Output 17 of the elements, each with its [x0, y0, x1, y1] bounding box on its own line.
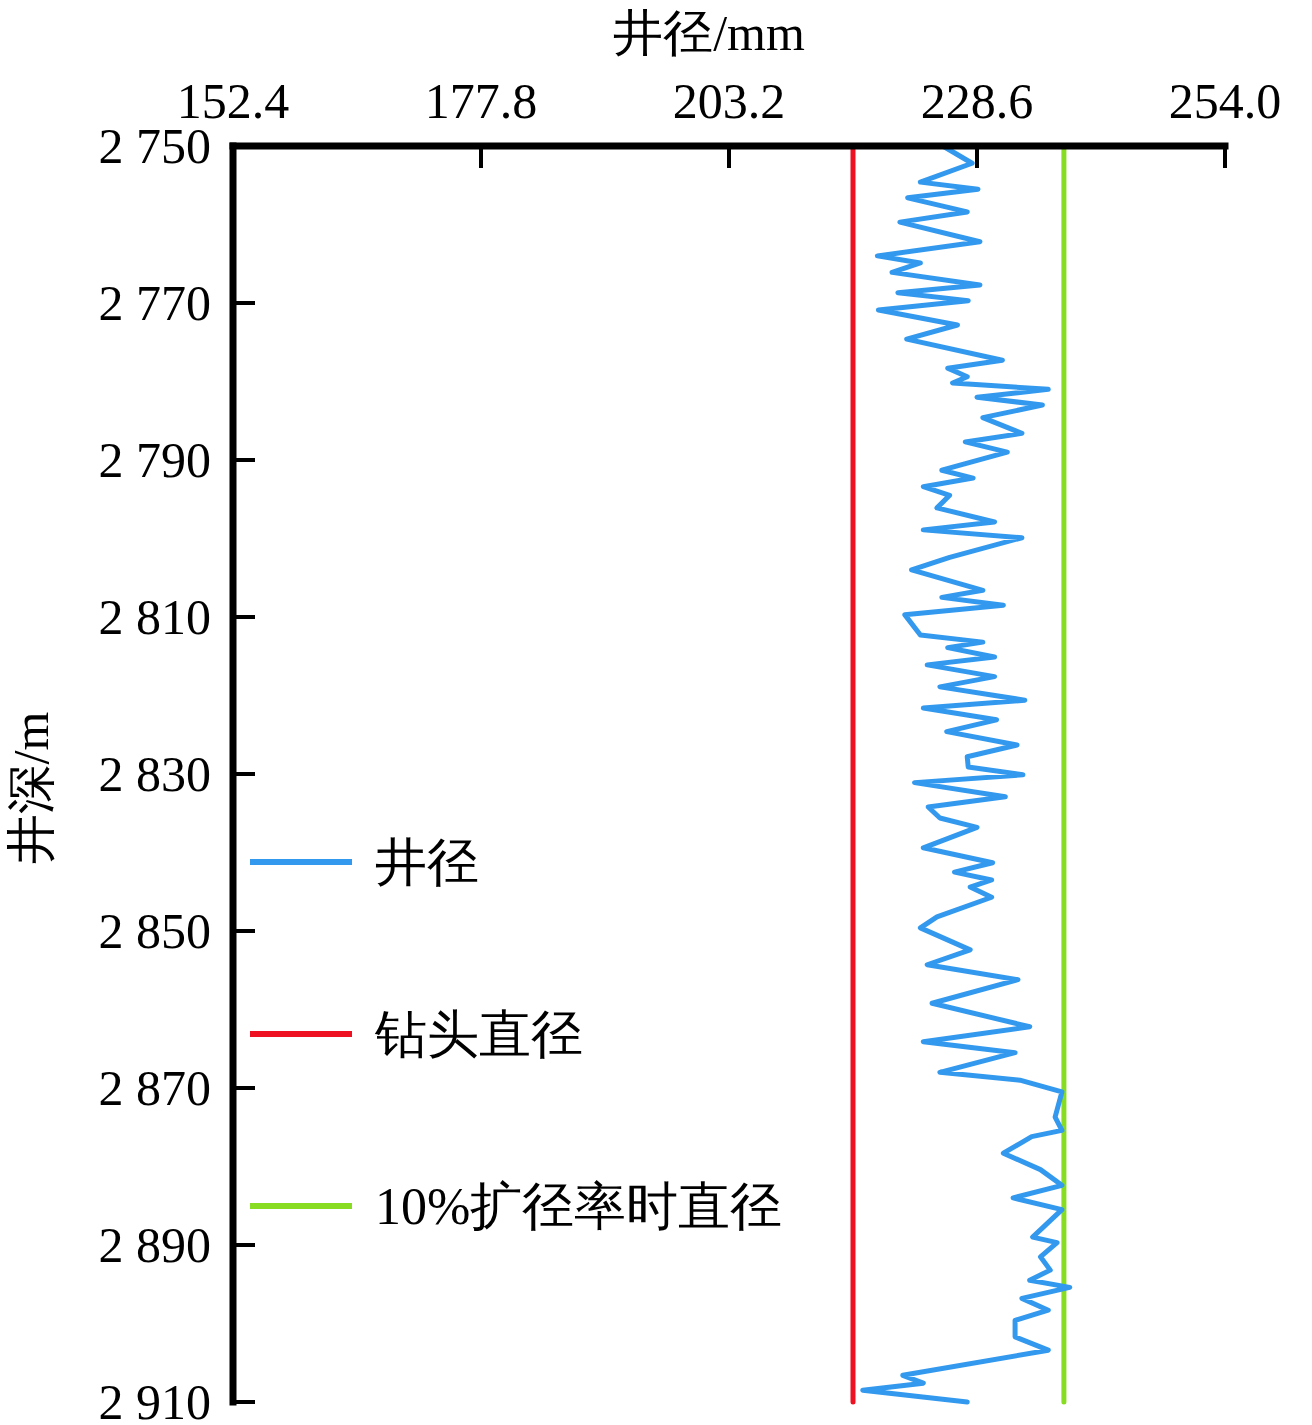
x-axis-title: 井径/mm [613, 5, 805, 61]
legend-label: 10%扩径率时直径 [375, 1178, 783, 1235]
x-tick-label: 228.6 [920, 73, 1034, 129]
legend-label: 井径 [375, 834, 479, 891]
x-tick-label: 254.0 [1168, 73, 1282, 129]
y-tick-label: 2 810 [98, 589, 211, 645]
x-tick-label: 203.2 [672, 73, 786, 129]
y-tick-label: 2 910 [98, 1374, 211, 1425]
y-tick-label: 2 850 [98, 903, 211, 959]
y-tick-label: 2 790 [98, 432, 211, 488]
y-axis-title: 井深/m [3, 711, 59, 865]
y-tick-label: 2 890 [98, 1217, 211, 1273]
y-tick-label: 2 870 [98, 1060, 211, 1116]
y-tick-label: 2 830 [98, 746, 211, 802]
y-tick-label: 2 770 [98, 275, 211, 331]
legend-label: 钻头直径 [374, 1006, 583, 1063]
x-tick-label: 177.8 [424, 73, 538, 129]
